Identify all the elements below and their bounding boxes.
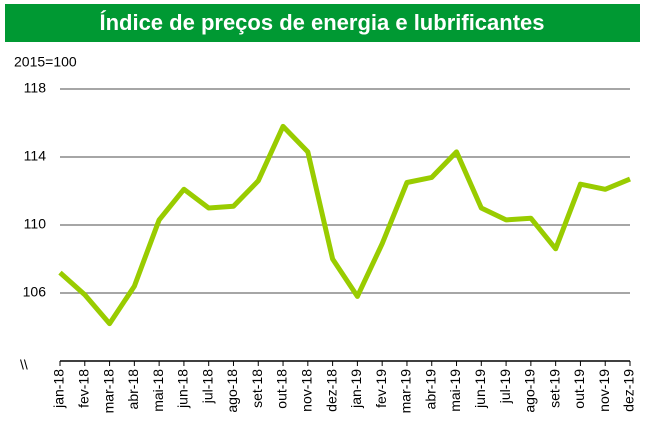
x-tick-label: set-18 [249, 369, 265, 408]
data-line [58, 123, 631, 327]
x-tick-label: nov-19 [596, 369, 612, 412]
x-tick-label: abr-19 [422, 369, 438, 410]
x-tick-label: jul-19 [497, 369, 513, 404]
x-tick-label: out-19 [571, 369, 587, 409]
x-tick-label: dez-19 [621, 369, 637, 412]
x-tick-label: set-19 [546, 369, 562, 408]
x-tick-label: jun-19 [472, 369, 488, 409]
x-tick-label: nov-18 [299, 369, 315, 412]
axis-break: \\ [20, 357, 28, 373]
x-tick-label: dez-18 [323, 369, 339, 412]
x-tick-label: jul-18 [199, 369, 215, 404]
x-tick-label: abr-18 [125, 369, 141, 410]
y-tick-label: 118 [24, 80, 47, 96]
x-tick-label: jan-18 [51, 369, 67, 409]
x-tick-label: ago-19 [522, 369, 538, 413]
y-axis-label: 2015=100 [14, 54, 77, 70]
x-tick-label: fev-19 [373, 369, 389, 408]
x-tick-label: jun-18 [175, 369, 191, 409]
y-tick-label: 106 [23, 284, 47, 300]
x-tick-label: fev-18 [75, 369, 91, 408]
x-tick-label: mar-19 [398, 369, 414, 414]
x-tick-label: jan-19 [348, 369, 364, 409]
x-tick-label: ago-18 [224, 369, 240, 413]
x-tick-label: out-18 [274, 369, 290, 409]
x-tick-label: mai-18 [150, 369, 166, 412]
x-tick-label: mai-19 [447, 369, 463, 412]
y-tick-label: 110 [24, 216, 47, 232]
title-banner [5, 4, 640, 42]
chart-title: Índice de preços de energia e lubrifican… [99, 10, 544, 35]
x-tick-label: mar-18 [100, 369, 116, 414]
y-tick-label: 114 [24, 148, 47, 164]
